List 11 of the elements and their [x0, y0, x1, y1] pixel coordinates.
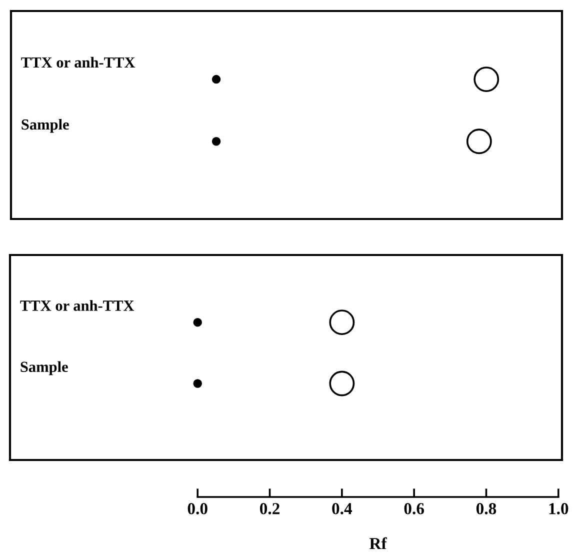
x-tick-label: 0.4 — [332, 503, 352, 514]
x-tick-label: 0.2 — [260, 503, 280, 514]
x-axis-title: Rf — [369, 537, 387, 550]
y-tick-label: TTX or anh-TTX — [20, 300, 134, 311]
x-tick-label: 0.6 — [404, 503, 424, 514]
x-tick-label: 0.0 — [188, 503, 208, 514]
y-tick-label: Sample — [20, 361, 68, 376]
x-tick-label: 0.8 — [476, 503, 496, 514]
x-tick-label: 1.0 — [549, 503, 568, 514]
y-tick-label: Sample — [22, 118, 69, 133]
y-tick-label: TTX or anh-TTX — [21, 56, 136, 68]
